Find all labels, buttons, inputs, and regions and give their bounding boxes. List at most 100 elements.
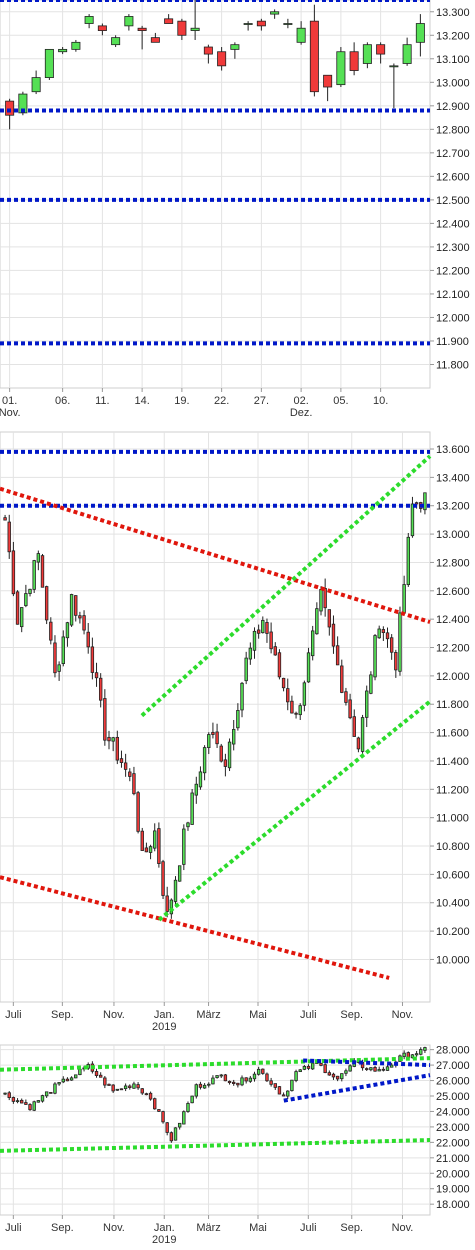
candle-body (398, 612, 402, 672)
y-tick-label: 12.700 (436, 148, 470, 160)
x-tick-label: 05. (333, 395, 348, 407)
candle-body (211, 731, 215, 735)
candle-body (360, 717, 365, 752)
candle-body (310, 1062, 315, 1070)
x-tick-label: Nov. (392, 1222, 414, 1234)
candle-body (98, 1074, 103, 1078)
candle-body (53, 642, 57, 674)
candle-body (7, 521, 11, 553)
candle-body (240, 1077, 244, 1086)
candle-body (190, 27, 200, 31)
candle-body (389, 65, 399, 68)
candle-body (290, 700, 294, 714)
candle-body (369, 674, 373, 694)
candle-body (256, 629, 261, 634)
y-tick-label: 28.000 (436, 1045, 470, 1057)
candle-body (36, 553, 41, 563)
candle-body (294, 1071, 298, 1081)
candle-body (177, 20, 187, 36)
candle-body (20, 1099, 24, 1104)
x-tick-label: Jan. (154, 1009, 175, 1021)
candle-body (223, 759, 228, 767)
x-tick-label: März (196, 1222, 220, 1234)
candle-body (381, 629, 386, 633)
candle-body (15, 591, 20, 625)
candle-body (111, 1084, 115, 1092)
candle-body (65, 622, 70, 639)
candle-body (57, 664, 61, 672)
candle-body (362, 44, 372, 64)
candle-body (119, 1088, 124, 1091)
y-tick-label: 13.000 (436, 77, 470, 89)
candle-body (336, 51, 346, 86)
candle-body (310, 630, 315, 657)
x-tick-label: Juli (300, 1222, 317, 1234)
candle-body (389, 1064, 394, 1068)
candle-body (31, 77, 41, 93)
candle-body (161, 861, 165, 896)
candle-body (348, 1065, 352, 1072)
candle-body (164, 18, 174, 24)
y-tick-label: 12.600 (436, 586, 470, 598)
candle-body (410, 503, 415, 537)
candle-body (256, 20, 266, 27)
candle-body (223, 1074, 228, 1082)
candle-body (344, 1070, 348, 1074)
candle-body (132, 1083, 136, 1089)
candle-body (94, 672, 99, 679)
candle-body (161, 1111, 165, 1123)
y-tick-label: 23.000 (436, 1122, 470, 1134)
y-tick-label: 27.000 (436, 1060, 470, 1072)
candle-body (207, 734, 211, 749)
y-tick-label: 12.900 (436, 101, 470, 113)
x-tick-label: Nov. (103, 1222, 125, 1234)
candle-body (323, 588, 327, 609)
candle-body (137, 27, 147, 31)
candle-body (20, 607, 24, 628)
candle-body (194, 1084, 198, 1097)
candle-body (270, 11, 280, 15)
candle-body (296, 27, 306, 43)
candle-body (402, 584, 406, 614)
candle-body (165, 1122, 169, 1133)
trend-line (303, 1058, 431, 1068)
candle-body (24, 593, 28, 607)
candle-body (402, 44, 412, 64)
candle-body (65, 1078, 70, 1082)
candle-body (119, 758, 124, 763)
y-tick-label: 10.400 (436, 898, 470, 910)
y-tick-label: 12.300 (436, 242, 470, 254)
candle-body (124, 16, 134, 27)
candle-body (243, 23, 253, 25)
candle-body (217, 51, 227, 67)
chart-panel-2: 10.000 10.200 10.400 10.600 10.800 11.000 11.2… (0, 431, 470, 1033)
x-tick-label: Sep. (340, 1222, 363, 1234)
trend-line (0, 875, 390, 980)
candle-body (273, 646, 277, 656)
y-tick-label: 11.600 (436, 728, 469, 740)
candle-body (419, 1049, 423, 1055)
candle-body (186, 822, 190, 828)
candle-body (215, 731, 219, 745)
candle-body (148, 1092, 153, 1100)
chart-panel-1: 11.800 11.900 12.000 12.100 12.200 12.300 12.4… (0, 0, 470, 419)
y-tick-label: 12.800 (436, 557, 470, 569)
trend-line (140, 454, 432, 718)
candle-body (232, 729, 236, 745)
candle-body (28, 1104, 32, 1111)
candle-body (377, 628, 381, 639)
candle-body (319, 588, 323, 612)
trend-line (0, 1138, 431, 1153)
candle-body (11, 1097, 16, 1102)
candle-body (298, 1069, 302, 1073)
candle-body (298, 705, 302, 716)
candle-body (269, 1080, 273, 1085)
candle-body (173, 1127, 178, 1141)
candle-body (323, 1064, 327, 1074)
candle-body (302, 682, 307, 706)
candle-body (24, 1102, 28, 1105)
candle-body (261, 1068, 265, 1074)
candle-body (376, 44, 386, 55)
candle-body (40, 1095, 45, 1102)
candle-body (182, 828, 186, 865)
